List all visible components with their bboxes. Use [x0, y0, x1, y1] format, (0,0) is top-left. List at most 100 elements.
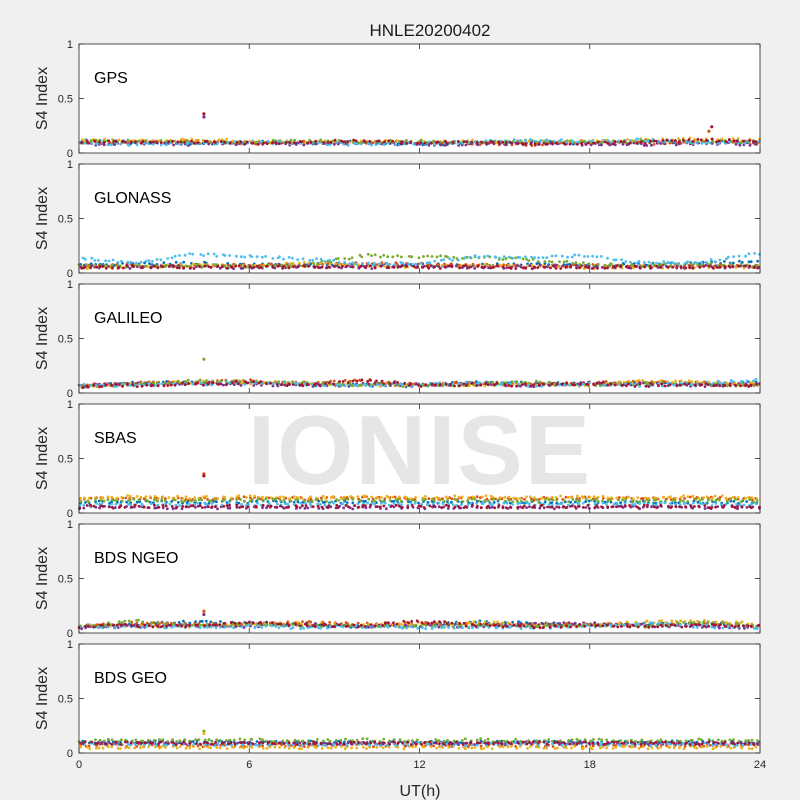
data-point [619, 501, 622, 505]
data-point [375, 496, 379, 499]
data-point [468, 266, 471, 269]
data-point [754, 502, 758, 506]
data-point [186, 378, 190, 382]
data-point [606, 383, 610, 387]
data-point [94, 498, 97, 502]
data-point [417, 383, 420, 387]
data-point [560, 138, 563, 142]
data-point [550, 501, 554, 504]
data-point [666, 261, 669, 265]
data-point [271, 497, 275, 501]
data-point [481, 262, 484, 266]
data-point [748, 264, 752, 268]
data-point [235, 140, 239, 144]
data-point [739, 384, 742, 388]
data-point [238, 379, 242, 383]
data-point [111, 266, 114, 270]
data-point [188, 252, 192, 256]
data-point [209, 266, 213, 269]
data-point [222, 505, 226, 508]
data-point [124, 496, 128, 500]
data-point [291, 383, 295, 386]
axes-background [79, 44, 760, 153]
data-point [427, 143, 431, 147]
data-point [644, 380, 647, 384]
data-point [521, 383, 524, 386]
data-point [732, 139, 736, 143]
data-point [187, 382, 191, 385]
data-point [733, 505, 737, 509]
data-point [288, 497, 291, 500]
data-point [388, 499, 392, 502]
data-point [170, 505, 174, 508]
data-point [397, 495, 401, 499]
data-point [400, 623, 404, 626]
data-point [410, 255, 413, 259]
data-point [328, 258, 331, 262]
data-point [655, 261, 658, 265]
data-point [397, 501, 400, 505]
data-point [718, 266, 722, 269]
data-point [443, 144, 447, 147]
data-point [287, 266, 291, 270]
data-point [219, 382, 223, 386]
data-point [606, 496, 610, 500]
data-point [371, 499, 375, 503]
data-point [310, 500, 314, 503]
data-point [271, 265, 275, 268]
data-point [400, 140, 404, 143]
data-point [481, 495, 484, 499]
data-point [433, 383, 437, 387]
data-point [86, 385, 90, 389]
data-point [146, 499, 150, 503]
data-point [348, 262, 352, 266]
data-point [155, 258, 159, 261]
data-point [416, 265, 419, 269]
data-point [615, 505, 618, 509]
data-point [446, 255, 449, 259]
data-point [590, 267, 594, 270]
data-point [635, 142, 639, 145]
data-point [472, 620, 476, 624]
y-axis-label: S4 Index [34, 187, 51, 250]
data-point [129, 260, 133, 264]
data-point [179, 140, 183, 144]
data-point [636, 137, 639, 141]
data-point [677, 142, 681, 146]
data-point [564, 495, 568, 499]
data-point [645, 144, 649, 147]
data-point [286, 502, 290, 506]
data-point [660, 619, 663, 623]
data-point [352, 138, 356, 142]
data-point [333, 138, 337, 142]
data-point [149, 140, 152, 144]
data-point [144, 495, 148, 498]
data-point [177, 381, 181, 384]
data-point [628, 141, 632, 145]
data-point [127, 144, 131, 147]
data-point [487, 499, 490, 503]
data-point [400, 506, 404, 509]
data-point [276, 264, 280, 268]
data-point [622, 140, 626, 144]
data-point [369, 503, 372, 507]
data-point [188, 497, 192, 501]
outlier-point [202, 112, 206, 116]
data-point [256, 497, 260, 501]
data-point [95, 265, 98, 269]
data-point [476, 264, 480, 268]
data-point [299, 501, 302, 505]
data-point [728, 140, 731, 144]
data-point [618, 621, 622, 624]
data-point [671, 380, 674, 384]
data-point [693, 137, 696, 141]
data-point [747, 252, 751, 256]
data-point [126, 494, 130, 497]
data-point [657, 384, 660, 388]
data-point [229, 498, 232, 502]
data-point [541, 143, 544, 147]
data-point [219, 620, 222, 623]
data-point [298, 506, 302, 510]
data-point [288, 141, 292, 145]
